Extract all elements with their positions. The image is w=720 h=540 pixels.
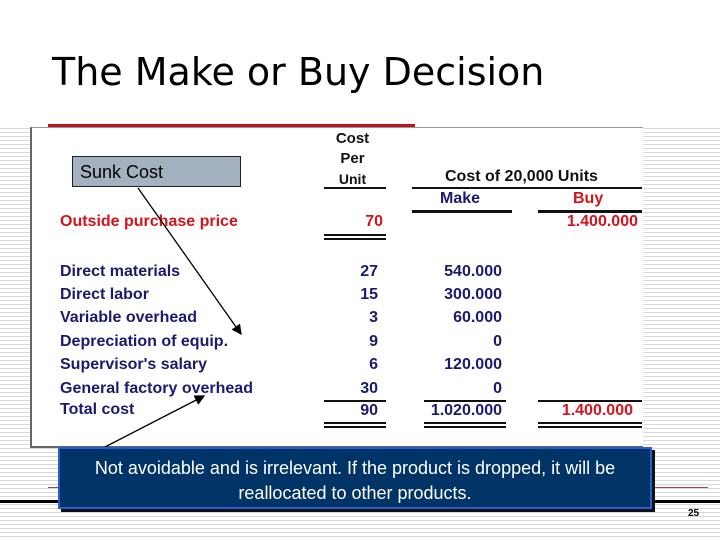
row-per-unit: 15 <box>360 286 378 303</box>
double-rule <box>538 422 642 428</box>
row-label: Depreciation of equip. <box>60 333 229 350</box>
header-line: Unit <box>338 171 367 187</box>
outside-label: Outside purchase price <box>60 213 238 230</box>
rule <box>324 187 386 189</box>
row-per-unit: 30 <box>360 380 378 397</box>
slide-title: The Make or Buy Decision <box>52 50 545 94</box>
double-rule <box>324 234 386 240</box>
row-label: Direct labor <box>60 286 149 303</box>
row-make: 0 <box>493 333 502 350</box>
row-per-unit: 3 <box>369 309 378 326</box>
rule <box>412 210 512 213</box>
row-label: Direct materials <box>60 263 181 280</box>
total-make: 1.020.000 <box>430 402 502 419</box>
row-make: 60.000 <box>453 309 502 326</box>
row-per-unit: 6 <box>369 356 378 373</box>
row-make: 540.000 <box>444 263 502 280</box>
row-make: 120.000 <box>444 356 502 373</box>
row-per-unit: 9 <box>369 333 378 350</box>
rule <box>324 400 386 402</box>
row-per-unit: 27 <box>360 263 378 280</box>
page-number: 25 <box>688 508 700 519</box>
outside-buy: 1.400.000 <box>566 213 638 230</box>
header-line: Cost <box>335 130 370 147</box>
row-label: General factory overhead <box>60 380 253 397</box>
double-rule <box>324 422 386 428</box>
make-header: Make <box>440 190 481 207</box>
row-label: Variable overhead <box>60 309 197 326</box>
per-unit-header: Cost Per Unit <box>330 129 375 189</box>
row-label: Supervisor's salary <box>60 356 207 373</box>
arrow-to-depreciation <box>137 187 242 336</box>
sunk-cost-label: Sunk Cost <box>72 156 241 187</box>
title-underline <box>48 124 415 127</box>
row-make: 0 <box>493 380 502 397</box>
arrow-to-overhead <box>104 395 206 448</box>
rule <box>424 400 506 402</box>
total-per-unit: 90 <box>360 402 378 419</box>
group-header: Cost of 20,000 Units <box>445 168 598 185</box>
rule <box>538 210 642 213</box>
outside-per-unit: 70 <box>365 213 383 230</box>
total-label: Total cost <box>60 401 135 418</box>
rule <box>412 187 642 189</box>
buy-header: Buy <box>573 190 604 207</box>
row-make: 300.000 <box>444 286 502 303</box>
callout-box: Not avoidable and is irrelevant. If the … <box>58 447 652 509</box>
rule <box>538 400 642 402</box>
header-line: Per <box>340 150 365 167</box>
double-rule <box>424 422 506 428</box>
total-buy: 1.400.000 <box>561 402 633 419</box>
